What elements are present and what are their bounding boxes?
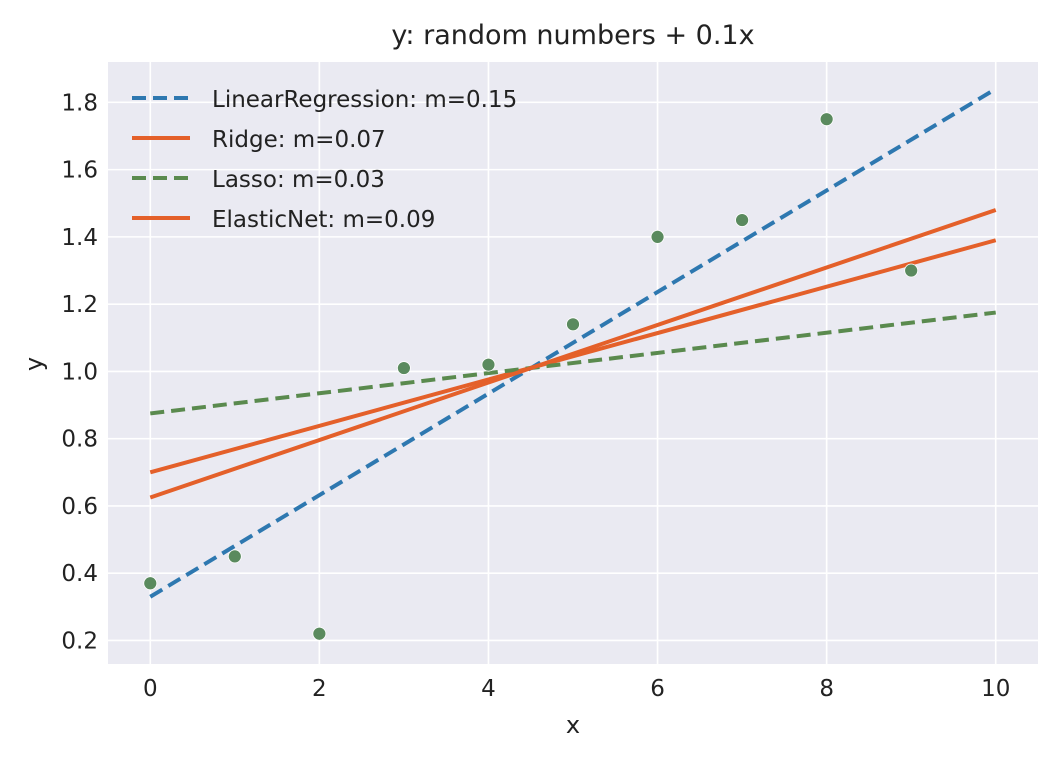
y-tick-label: 1.2 xyxy=(61,292,98,318)
x-axis-label: x xyxy=(566,711,580,739)
scatter-point xyxy=(481,357,496,372)
chart-title: y: random numbers + 0.1x xyxy=(391,20,754,51)
scatter-point xyxy=(227,549,242,564)
y-tick-label: 0.2 xyxy=(61,628,98,654)
legend-label: LinearRegression: m=0.15 xyxy=(212,87,517,113)
x-tick-label: 4 xyxy=(481,676,496,702)
legend-label: Lasso: m=0.03 xyxy=(212,167,385,193)
scatter-point xyxy=(312,626,327,641)
series-line xyxy=(149,87,997,599)
series-line xyxy=(149,238,997,475)
legend-label: ElasticNet: m=0.09 xyxy=(212,207,435,233)
x-tick-label: 0 xyxy=(143,676,158,702)
x-tick-label: 2 xyxy=(312,676,327,702)
x-tick-labels: 0 2 4 6 8 10 xyxy=(143,676,1010,702)
series-line xyxy=(150,310,996,416)
y-tick-label: 0.6 xyxy=(61,494,98,520)
x-tick-label: 8 xyxy=(819,676,834,702)
series-line xyxy=(149,208,997,500)
y-tick-label: 1.6 xyxy=(61,158,98,184)
x-tick-label: 10 xyxy=(981,676,1010,702)
legend-label: Ridge: m=0.07 xyxy=(212,127,386,153)
grid xyxy=(108,62,1038,664)
y-axis-label: y xyxy=(20,357,48,371)
scatter-point xyxy=(819,112,834,127)
y-tick-label: 1.8 xyxy=(61,90,98,116)
x-tick-label: 6 xyxy=(650,676,665,702)
legend: LinearRegression: m=0.15 Ridge: m=0.07 Las… xyxy=(132,87,517,233)
scatter-point xyxy=(904,263,919,278)
scatter-point xyxy=(650,229,665,244)
scatter-points xyxy=(143,112,919,641)
y-tick-labels: 0.2 0.4 0.6 0.8 1.0 1.2 1.4 1.6 1.8 xyxy=(61,90,98,654)
y-tick-label: 1.0 xyxy=(61,359,98,385)
scatter-point xyxy=(143,576,158,591)
series-lines xyxy=(149,87,997,599)
scatter-point xyxy=(397,361,411,375)
y-tick-label: 0.4 xyxy=(61,561,98,587)
y-tick-label: 0.8 xyxy=(61,427,98,453)
scatter-point xyxy=(735,213,749,227)
y-tick-label: 1.4 xyxy=(61,225,98,251)
scatter-point xyxy=(566,317,580,332)
